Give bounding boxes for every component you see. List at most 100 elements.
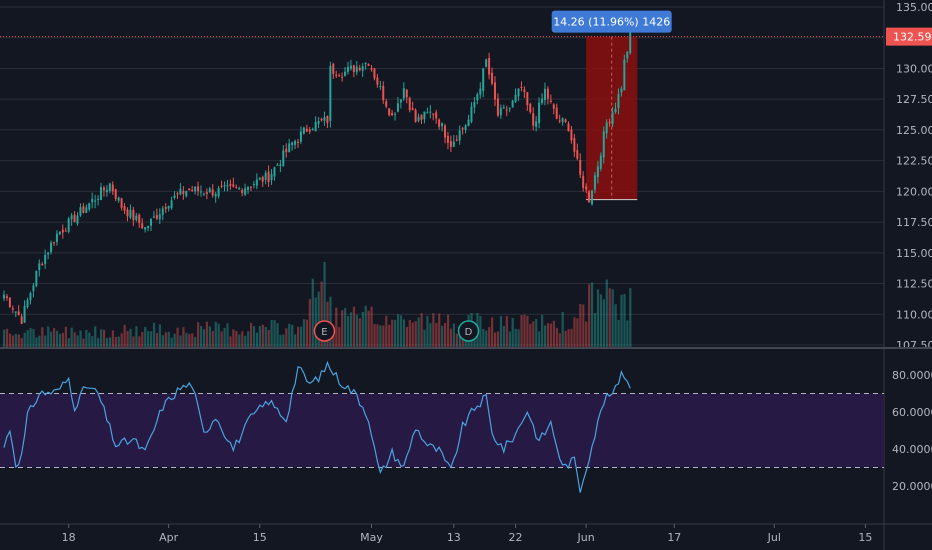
volume-bar <box>297 326 300 347</box>
candle-body <box>355 66 358 73</box>
price-axis[interactable]: 135.00132.50130.00127.50125.00122.50120.… <box>883 0 932 550</box>
candle-body <box>220 185 223 187</box>
volume-bar <box>449 328 453 347</box>
volume-bar <box>188 333 191 347</box>
volume-bar <box>211 330 214 347</box>
volume-bar <box>52 328 56 347</box>
rsi-pane[interactable]: 80.0000 60.0000 40.0000 20.0000 <box>0 360 932 494</box>
volume-bar <box>64 326 67 347</box>
volume-bar <box>614 304 617 347</box>
candle-body <box>35 271 38 286</box>
volume-bar <box>255 332 259 347</box>
price-tick-label: 115.00 <box>896 247 932 260</box>
candle-body <box>70 215 73 220</box>
volume-bar <box>152 322 156 347</box>
volume-bar <box>182 327 185 347</box>
volume-bar <box>100 329 103 347</box>
volume-bar <box>311 278 314 347</box>
volume-bar <box>549 323 553 347</box>
candle-body <box>238 188 241 190</box>
candle-body <box>488 57 491 75</box>
event-marker-dividend[interactable]: D <box>457 320 480 342</box>
candle-body <box>573 138 576 152</box>
volume-bar <box>543 325 547 347</box>
candle-body <box>435 112 438 119</box>
volume-bar <box>58 333 62 347</box>
volume-bar <box>573 317 576 347</box>
candle-body <box>41 264 44 266</box>
volume-bar <box>17 334 20 347</box>
candle-body <box>358 67 361 71</box>
volume-bar <box>567 329 570 347</box>
time-tick-label: 18 <box>62 531 76 544</box>
candle-body <box>558 120 561 122</box>
volume-bar <box>208 326 211 347</box>
candle-body <box>402 88 405 99</box>
volume-bar <box>605 279 608 347</box>
volume-bar <box>352 306 356 347</box>
volume-bar <box>570 328 573 347</box>
candle-body <box>626 51 629 59</box>
volume-bar <box>123 324 126 347</box>
candle-body <box>88 203 91 210</box>
volume-bar <box>420 313 423 347</box>
volume-bar <box>532 321 535 347</box>
volume-bar <box>279 334 282 347</box>
price-tick-label: 107.50 <box>896 339 932 352</box>
candle-body <box>579 159 582 175</box>
volume-bar <box>214 321 217 347</box>
candle-body <box>591 190 593 205</box>
event-marker-earnings[interactable]: E <box>313 320 336 342</box>
candle-body <box>217 188 220 197</box>
candle-body <box>141 223 144 229</box>
candle-body <box>623 59 626 91</box>
price-tick-label: 112.50 <box>896 278 932 291</box>
volume-bar <box>270 319 273 347</box>
candle-body <box>346 67 349 72</box>
candle-body <box>94 200 97 202</box>
event-marker-label: D <box>465 327 473 338</box>
price-grid <box>0 6 884 346</box>
candle-body <box>144 227 147 230</box>
candle-body <box>38 263 41 270</box>
volume-bar <box>241 331 244 347</box>
candle-body <box>229 184 232 186</box>
volume-bar <box>479 316 482 347</box>
volume-bar <box>511 318 514 347</box>
time-axis[interactable]: 18 Apr 15 May 13 22 Jun 17 Jul 15 <box>62 524 873 544</box>
volume-bar <box>85 329 88 347</box>
rsi-tick-label: 20.0000 <box>892 480 932 493</box>
event-marker-circle <box>313 320 336 342</box>
candle-body <box>523 89 526 92</box>
volume-bar <box>23 332 26 347</box>
volume-bar <box>579 303 582 347</box>
candle-body <box>23 305 26 323</box>
candle-body <box>182 191 185 194</box>
volume-bar <box>302 319 306 347</box>
candle-body <box>629 31 632 53</box>
candle-body <box>308 129 311 132</box>
time-tick-label: Apr <box>159 531 179 544</box>
candle-body <box>285 148 288 153</box>
volume-bar <box>238 334 241 347</box>
volume-bar <box>261 324 264 347</box>
candle-body <box>438 119 441 127</box>
volume-bar <box>167 331 170 347</box>
volume-bar <box>429 323 432 347</box>
candle-body <box>5 296 8 299</box>
candle-body <box>444 125 446 138</box>
candle-body <box>546 88 549 99</box>
candle-body <box>329 66 332 121</box>
volume-bar <box>144 326 147 347</box>
volume-bar <box>535 318 538 347</box>
volume-bar <box>394 319 397 347</box>
candle-body <box>461 128 464 130</box>
volume-bar <box>161 335 164 347</box>
volume-bar <box>376 324 379 347</box>
volume-bar <box>197 322 200 347</box>
candle-body <box>249 186 252 188</box>
candle-body <box>223 185 226 187</box>
